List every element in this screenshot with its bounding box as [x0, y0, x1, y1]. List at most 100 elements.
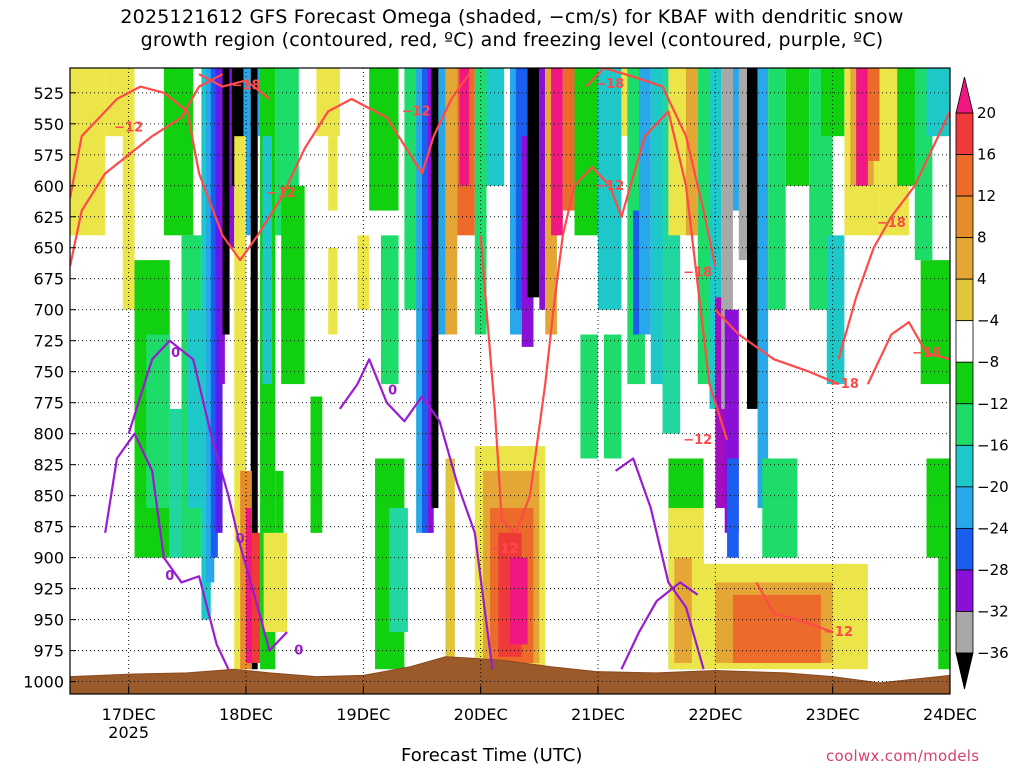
contour-minus18	[714, 308, 839, 386]
omega-cell	[551, 68, 563, 236]
omega-cell	[747, 68, 758, 409]
contour-label: 0	[171, 346, 180, 361]
colorbar-bin	[955, 320, 974, 363]
omega-cell	[146, 334, 170, 509]
contour-minus12	[479, 110, 729, 534]
omega-cell	[246, 508, 252, 664]
omega-cell	[310, 396, 323, 533]
x-tick-label: 23DEC	[806, 705, 860, 724]
source-credit: coolwx.com/models	[826, 747, 980, 765]
colorbar-label: −20	[977, 478, 1009, 496]
contour-label: −18	[877, 216, 906, 231]
omega-cell	[920, 260, 950, 385]
contour-label: −18	[683, 266, 712, 281]
contour-minus12	[755, 581, 834, 634]
colorbar-label: 12	[977, 187, 996, 205]
omega-cell	[201, 68, 211, 620]
omega-cell	[369, 68, 399, 211]
contour-zero	[104, 432, 230, 670]
contour-zero	[620, 581, 699, 670]
colorbar-label: −12	[977, 395, 1009, 413]
contour-zero	[338, 358, 494, 670]
omega-cell	[275, 470, 284, 533]
omega-cell	[431, 68, 439, 509]
colorbar-bin	[955, 237, 974, 280]
omega-cell	[445, 458, 455, 664]
contour-label: −12	[267, 186, 296, 201]
x-tick-label: 21DEC	[571, 705, 625, 724]
omega-cell	[210, 68, 218, 558]
omega-cell	[639, 68, 651, 335]
colorbar-bin	[955, 486, 974, 529]
omega-cell	[389, 508, 408, 633]
grid-lines	[70, 68, 950, 694]
omega-cell	[686, 68, 698, 236]
omega-cell	[510, 557, 528, 645]
colorbar-label: −4	[977, 312, 999, 330]
colorbar-bin	[955, 403, 974, 446]
colorbar-label: −28	[977, 561, 1009, 579]
x-tick-label: 22DEC	[688, 705, 742, 724]
omega-cell	[820, 68, 845, 137]
contour-zero	[614, 457, 705, 670]
omega-cell	[785, 68, 810, 186]
omega-cell	[234, 136, 246, 670]
contour-minus18	[837, 110, 950, 360]
colorbar-label: 20	[977, 104, 996, 122]
y-tick-label: 575	[33, 146, 64, 165]
colorbar-label: 4	[977, 270, 987, 288]
title-line-2: growth region (contoured, red, ºC) and f…	[140, 29, 884, 51]
omega-cell	[709, 68, 722, 409]
omega-cell	[867, 68, 880, 161]
y-tick-label: 775	[33, 394, 64, 413]
omega-cell	[281, 185, 305, 385]
omega-cell	[562, 68, 575, 211]
omega-cell	[187, 309, 202, 509]
omega-cell	[603, 334, 622, 459]
title-line-1: 2025121612 GFS Forecast Omega (shaded, −…	[120, 6, 904, 28]
y-tick-label: 525	[33, 84, 64, 103]
omega-cell	[474, 68, 487, 335]
contour-label: −18	[912, 346, 941, 361]
contour-label: −12	[824, 625, 853, 640]
colorbar-label: 8	[977, 229, 987, 247]
colorbar-label: −16	[977, 436, 1009, 454]
terrain-layer	[70, 656, 950, 694]
colorbar: 20 16 12 8 4 −4 −8 −12 −16 −20 −24 −28 −32 −36	[955, 76, 1009, 690]
terrain-fill	[70, 656, 950, 694]
y-tick-label: 550	[33, 115, 64, 134]
x-axis-label: Forecast Time (UTC)	[401, 745, 583, 766]
plot-frame	[69, 67, 951, 695]
omega-cell	[938, 532, 950, 670]
contour-labels: −12 −18 −12 −12 −18 −12 −18 −12 −12 −18 −12 −18 −18 0…	[114, 77, 941, 658]
colorbar-bin	[955, 611, 974, 654]
x-tick-label: 19DEC	[336, 705, 390, 724]
colorbar-label: 16	[977, 146, 996, 164]
omega-cell	[70, 68, 106, 236]
omega-cell	[250, 68, 258, 670]
omega-cell	[427, 68, 434, 533]
colorbar-bin	[955, 569, 974, 612]
omega-cell	[243, 68, 251, 236]
y-tick-label: 625	[33, 208, 64, 227]
omega-cell	[445, 68, 458, 335]
omega-cell	[222, 68, 230, 335]
colorbar-bin	[955, 527, 974, 571]
omega-cell	[826, 235, 845, 385]
omega-cell	[574, 68, 598, 236]
contour-minus18	[866, 321, 950, 385]
colorbar-bin	[955, 361, 974, 405]
colorbar-bin	[955, 278, 974, 322]
contour-label: −18	[830, 377, 859, 392]
omega-cell	[539, 68, 546, 310]
y-tick-label: 1000	[23, 673, 64, 692]
y-tick-label: 675	[33, 270, 64, 289]
contour-label: 0	[388, 383, 397, 398]
omega-cell	[263, 532, 288, 633]
contour-label: −12	[490, 542, 519, 557]
contour-label: 0	[294, 644, 303, 659]
omega-cell	[215, 68, 223, 533]
omega-cell	[422, 68, 432, 533]
contour-minus18	[198, 73, 271, 100]
omega-cell	[105, 68, 135, 137]
